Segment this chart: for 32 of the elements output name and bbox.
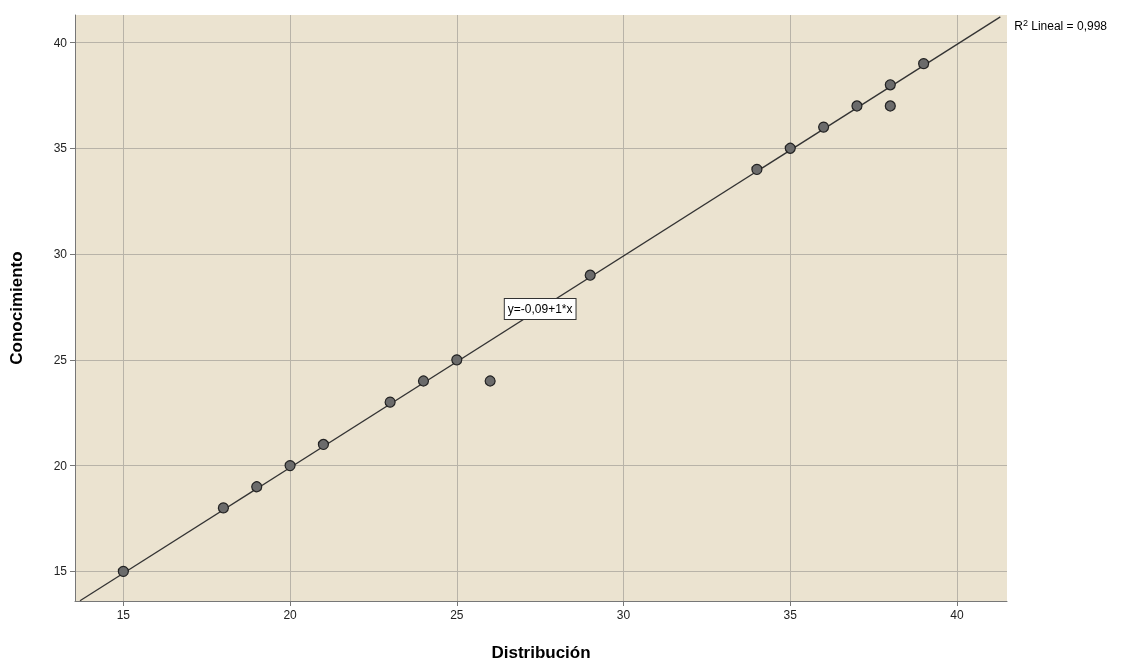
point xyxy=(384,396,396,408)
point xyxy=(818,121,830,133)
y-tick-label: 35 xyxy=(53,141,68,156)
y-tick-label: 25 xyxy=(53,352,68,367)
annotation: y=-0,09+1*x xyxy=(507,302,573,317)
x-tick-label: 20 xyxy=(283,608,298,622)
point xyxy=(784,142,796,154)
point xyxy=(251,481,263,493)
point xyxy=(451,354,463,366)
point xyxy=(851,100,863,112)
point xyxy=(117,565,129,577)
point xyxy=(217,502,229,514)
x-tick-label: 15 xyxy=(116,608,131,622)
y-tick-label: 30 xyxy=(53,247,68,262)
x-tick-label: 40 xyxy=(950,608,964,622)
point xyxy=(484,375,496,387)
point xyxy=(284,460,296,472)
point xyxy=(751,163,763,176)
point xyxy=(317,438,330,451)
y-axis-title: Conocimiento xyxy=(7,251,26,365)
y-tick-label: 40 xyxy=(53,35,68,50)
point xyxy=(884,79,896,91)
x-axis-title: Distribución xyxy=(491,643,591,662)
point xyxy=(884,100,896,112)
x-tick-label: 30 xyxy=(616,608,631,622)
point xyxy=(584,269,596,281)
x-tick-label: 25 xyxy=(450,608,464,622)
point xyxy=(918,58,930,70)
point xyxy=(417,375,430,387)
x-tick-label: 35 xyxy=(783,608,798,622)
y-tick-label: 15 xyxy=(53,564,68,579)
y-tick-label: 20 xyxy=(53,458,68,473)
